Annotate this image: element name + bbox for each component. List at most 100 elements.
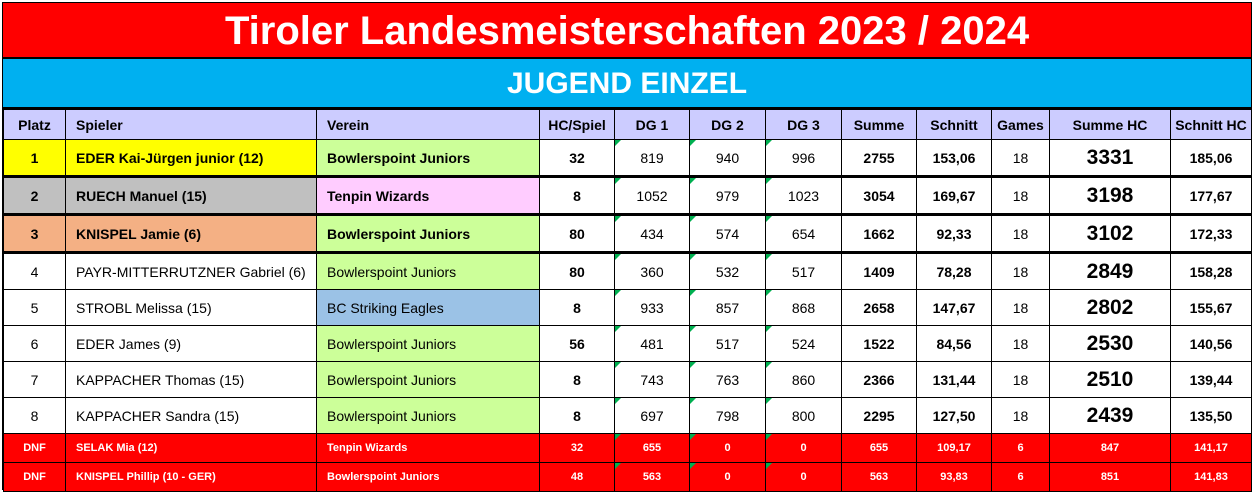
- cell-hc-spiel: 32: [539, 433, 615, 463]
- col-header-dg2: DG 2: [689, 109, 766, 140]
- cell-schnitt-hc: 172,33: [1170, 214, 1252, 254]
- cell-schnitt: 127,50: [916, 397, 992, 434]
- cell-platz: 1: [3, 139, 66, 178]
- cell-summe: 1409: [841, 252, 917, 290]
- dnf-row: DNF SELAK Mia (12) Tenpin Wizards 32 655…: [3, 433, 1252, 463]
- col-header-spieler: Spieler: [65, 109, 317, 140]
- cell-summe-hc: 3102: [1049, 214, 1171, 254]
- cell-summe-hc: 847: [1049, 433, 1171, 463]
- cell-hc-spiel: 32: [539, 139, 615, 178]
- cell-platz: 4: [3, 252, 66, 290]
- cell-platz: DNF: [3, 462, 66, 492]
- cell-dg1: 563: [614, 462, 690, 492]
- cell-dg3: 800: [765, 397, 842, 434]
- cell-summe: 2366: [841, 361, 917, 398]
- table-row: 6 EDER James (9) Bowlerspoint Juniors 56…: [3, 325, 1252, 362]
- cell-schnitt-hc: 139,44: [1170, 361, 1252, 398]
- cell-verein: BC Striking Eagles: [316, 289, 540, 326]
- cell-dg2: 532: [689, 252, 766, 290]
- cell-spieler: KAPPACHER Thomas (15): [65, 361, 317, 398]
- cell-games: 18: [991, 139, 1050, 178]
- cell-schnitt: 78,28: [916, 252, 992, 290]
- cell-games: 18: [991, 397, 1050, 434]
- cell-summe-hc: 3198: [1049, 176, 1171, 216]
- cell-summe: 2658: [841, 289, 917, 326]
- page-title: Tiroler Landesmeisterschaften 2023 / 202…: [3, 3, 1251, 59]
- cell-verein: Bowlerspoint Juniors: [316, 462, 540, 492]
- table-row: 8 KAPPACHER Sandra (15) Bowlerspoint Jun…: [3, 397, 1252, 434]
- cell-verein: Tenpin Wizards: [316, 176, 540, 216]
- table-row: 4 PAYR-MITTERRUTZNER Gabriel (6) Bowlers…: [3, 252, 1252, 290]
- cell-spieler: KNISPEL Jamie (6): [65, 214, 317, 254]
- cell-dg1: 1052: [614, 176, 690, 216]
- cell-dg2: 940: [689, 139, 766, 178]
- cell-platz: 8: [3, 397, 66, 434]
- col-header-verein: Verein: [316, 109, 540, 140]
- cell-summe-hc: 3331: [1049, 139, 1171, 178]
- col-header-summe: Summe: [841, 109, 917, 140]
- table-row: 5 STROBL Melissa (15) BC Striking Eagles…: [3, 289, 1252, 326]
- col-header-platz: Platz: [3, 109, 66, 140]
- cell-verein: Bowlerspoint Juniors: [316, 325, 540, 362]
- dnf-row: DNF KNISPEL Phillip (10 - GER) Bowlerspo…: [3, 462, 1252, 492]
- cell-dg3: 996: [765, 139, 842, 178]
- cell-spieler: EDER Kai-Jürgen junior (12): [65, 139, 317, 178]
- cell-platz: DNF: [3, 433, 66, 463]
- cell-hc-spiel: 80: [539, 252, 615, 290]
- cell-platz: 6: [3, 325, 66, 362]
- cell-games: 18: [991, 325, 1050, 362]
- cell-games: 6: [991, 433, 1050, 463]
- cell-spieler: KAPPACHER Sandra (15): [65, 397, 317, 434]
- cell-dg1: 360: [614, 252, 690, 290]
- header-row: Platz Spieler Verein HC/Spiel DG 1 DG 2 …: [3, 109, 1252, 140]
- cell-dg3: 524: [765, 325, 842, 362]
- cell-dg3: 0: [765, 462, 842, 492]
- cell-games: 18: [991, 252, 1050, 290]
- cell-dg1: 819: [614, 139, 690, 178]
- cell-spieler: RUECH Manuel (15): [65, 176, 317, 216]
- cell-summe-hc: 2849: [1049, 252, 1171, 290]
- cell-schnitt: 109,17: [916, 433, 992, 463]
- cell-games: 18: [991, 361, 1050, 398]
- cell-schnitt: 93,83: [916, 462, 992, 492]
- cell-platz: 2: [3, 176, 66, 216]
- cell-schnitt-hc: 185,06: [1170, 139, 1252, 178]
- cell-dg3: 1023: [765, 176, 842, 216]
- cell-schnitt-hc: 135,50: [1170, 397, 1252, 434]
- cell-hc-spiel: 8: [539, 176, 615, 216]
- col-header-dg3: DG 3: [765, 109, 842, 140]
- cell-dg2: 574: [689, 214, 766, 254]
- cell-hc-spiel: 8: [539, 361, 615, 398]
- cell-dg2: 763: [689, 361, 766, 398]
- cell-dg2: 517: [689, 325, 766, 362]
- cell-schnitt-hc: 141,17: [1170, 433, 1252, 463]
- page-subtitle: JUGEND EINZEL: [3, 59, 1251, 109]
- cell-spieler: STROBL Melissa (15): [65, 289, 317, 326]
- cell-verein: Bowlerspoint Juniors: [316, 139, 540, 178]
- cell-hc-spiel: 8: [539, 289, 615, 326]
- cell-platz: 5: [3, 289, 66, 326]
- cell-summe: 1522: [841, 325, 917, 362]
- cell-games: 18: [991, 289, 1050, 326]
- cell-dg3: 517: [765, 252, 842, 290]
- cell-dg3: 654: [765, 214, 842, 254]
- cell-dg1: 697: [614, 397, 690, 434]
- cell-dg1: 481: [614, 325, 690, 362]
- cell-schnitt: 169,67: [916, 176, 992, 216]
- cell-dg2: 979: [689, 176, 766, 216]
- cell-summe-hc: 2802: [1049, 289, 1171, 326]
- cell-hc-spiel: 80: [539, 214, 615, 254]
- cell-summe: 2295: [841, 397, 917, 434]
- results-table: Platz Spieler Verein HC/Spiel DG 1 DG 2 …: [3, 109, 1252, 492]
- cell-verein: Bowlerspoint Juniors: [316, 214, 540, 254]
- col-header-summe-hc: Summe HC: [1049, 109, 1171, 140]
- cell-summe: 563: [841, 462, 917, 492]
- col-header-hc-spiel: HC/Spiel: [539, 109, 615, 140]
- table-row: 1 EDER Kai-Jürgen junior (12) Bowlerspoi…: [3, 139, 1252, 178]
- cell-dg1: 434: [614, 214, 690, 254]
- col-header-schnitt-hc: Schnitt HC: [1170, 109, 1252, 140]
- cell-summe-hc: 2510: [1049, 361, 1171, 398]
- cell-games: 18: [991, 214, 1050, 254]
- cell-verein: Bowlerspoint Juniors: [316, 252, 540, 290]
- cell-summe: 3054: [841, 176, 917, 216]
